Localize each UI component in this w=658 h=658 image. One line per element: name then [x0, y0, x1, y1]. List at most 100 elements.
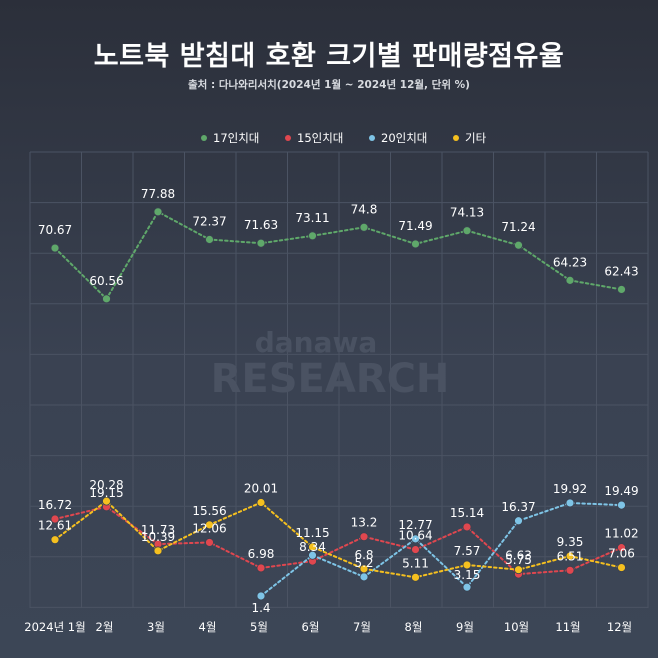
data-point — [205, 538, 214, 547]
data-label: 74.13 — [450, 206, 484, 220]
series-line — [54, 505, 623, 576]
x-tick-label: 8월 — [405, 620, 423, 634]
data-label: 12.06 — [192, 521, 226, 535]
data-label: 5.11 — [402, 556, 429, 570]
series-line — [54, 499, 623, 579]
data-label: 64.23 — [553, 255, 587, 269]
data-label: 71.24 — [501, 220, 535, 234]
data-label: 60.56 — [89, 274, 123, 288]
data-point — [50, 535, 60, 545]
data-point — [565, 565, 575, 575]
x-tick-label: 10월 — [504, 620, 529, 634]
watermark-line2: RESEARCH — [211, 356, 450, 402]
legend-marker — [285, 135, 291, 141]
data-point — [359, 572, 369, 582]
data-point — [256, 238, 266, 248]
series-1 — [50, 207, 626, 304]
data-point — [256, 591, 266, 601]
data-point — [514, 565, 523, 575]
legend-marker — [453, 135, 459, 141]
data-label: 6.63 — [505, 549, 532, 563]
data-label: 12.77 — [398, 518, 432, 532]
data-point — [462, 560, 472, 570]
data-point — [153, 207, 163, 217]
data-label: 71.63 — [244, 218, 278, 232]
x-tick-label: 5월 — [250, 620, 268, 634]
data-label: 19.15 — [89, 486, 123, 500]
data-point — [359, 564, 369, 574]
data-label: 9.35 — [557, 535, 584, 549]
data-point — [153, 546, 163, 556]
data-label: 77.88 — [141, 187, 175, 201]
data-label: 71.49 — [398, 219, 432, 233]
data-point — [359, 532, 369, 542]
legend-label: 17인치대 — [213, 131, 259, 145]
x-tick-label: 2024년 1월 — [24, 620, 85, 634]
x-tick-label: 7월 — [353, 620, 371, 634]
data-point — [617, 285, 626, 294]
data-label: 19.92 — [553, 482, 587, 496]
legend-marker — [369, 135, 375, 141]
x-tick-label: 11월 — [555, 620, 580, 634]
data-point — [617, 543, 626, 553]
data-point — [256, 498, 266, 507]
legend-marker — [201, 135, 207, 141]
grid — [29, 151, 649, 608]
data-point — [411, 572, 420, 582]
data-point — [256, 563, 266, 573]
series-3 — [256, 498, 626, 601]
data-point — [565, 551, 575, 561]
data-label: 1.4 — [251, 601, 270, 615]
x-tick-label: 4월 — [199, 620, 217, 634]
data-point — [102, 496, 111, 506]
data-label: 6.98 — [248, 547, 275, 561]
x-tick-label: 6월 — [302, 620, 320, 634]
data-label: 11.73 — [141, 523, 175, 537]
data-label: 7.57 — [454, 544, 481, 558]
data-point — [411, 239, 420, 249]
data-label: 16.37 — [501, 500, 535, 514]
chart-title: 노트북 받침대 호환 크기별 판매량점유율 — [93, 41, 565, 72]
data-label: 16.72 — [38, 498, 72, 512]
data-point — [462, 582, 472, 592]
data-label: 10.39 — [141, 530, 175, 544]
legend: 17인치대 15인치대 20인치대 기타 — [201, 131, 487, 145]
watermark: danawa RESEARCH — [211, 326, 450, 402]
series-2 — [50, 502, 626, 579]
data-point — [205, 520, 214, 530]
data-point — [308, 231, 317, 241]
chart-subtitle: 출처 : 다나와리서치(2024년 1월 ~ 2024년 12월, 단위 %) — [188, 79, 470, 91]
data-label: 5.2 — [354, 556, 373, 570]
data-label: 12.61 — [38, 519, 72, 533]
legend-label: 15인치대 — [297, 131, 343, 145]
data-label: 11.02 — [604, 527, 638, 541]
data-point — [514, 516, 523, 526]
data-point — [462, 226, 472, 236]
x-tick-label: 2월 — [96, 620, 114, 634]
x-axis: 2024년 1월 2월 3월 4월 5월 6월 7월 8월 9월 10월 11월 12월 — [24, 620, 632, 634]
data-point — [50, 514, 60, 524]
watermark-line1: danawa — [255, 326, 378, 359]
data-label: 3.15 — [454, 568, 481, 582]
x-tick-label: 9월 — [456, 620, 474, 634]
data-label: 13.2 — [351, 516, 378, 530]
data-point — [514, 240, 523, 250]
data-label: 72.37 — [192, 215, 226, 229]
data-label: 74.8 — [351, 202, 378, 216]
data-labels: 70.67 60.56 77.88 72.37 71.63 73.11 74.8 71.49 7… — [38, 187, 639, 615]
x-tick-label: 3월 — [147, 620, 165, 634]
series-4 — [50, 496, 626, 582]
data-point — [617, 563, 626, 572]
data-label: 15.56 — [192, 504, 226, 518]
data-label: 20.01 — [244, 481, 278, 495]
data-label: 8.34 — [299, 540, 326, 554]
data-point — [411, 534, 420, 544]
data-point — [617, 500, 626, 510]
data-point — [462, 522, 472, 532]
data-label: 6.51 — [557, 549, 584, 563]
data-label: 20.28 — [89, 478, 123, 492]
series-line — [54, 210, 623, 301]
series — [50, 207, 626, 601]
legend-label: 20인치대 — [381, 131, 427, 145]
data-point — [359, 222, 369, 232]
